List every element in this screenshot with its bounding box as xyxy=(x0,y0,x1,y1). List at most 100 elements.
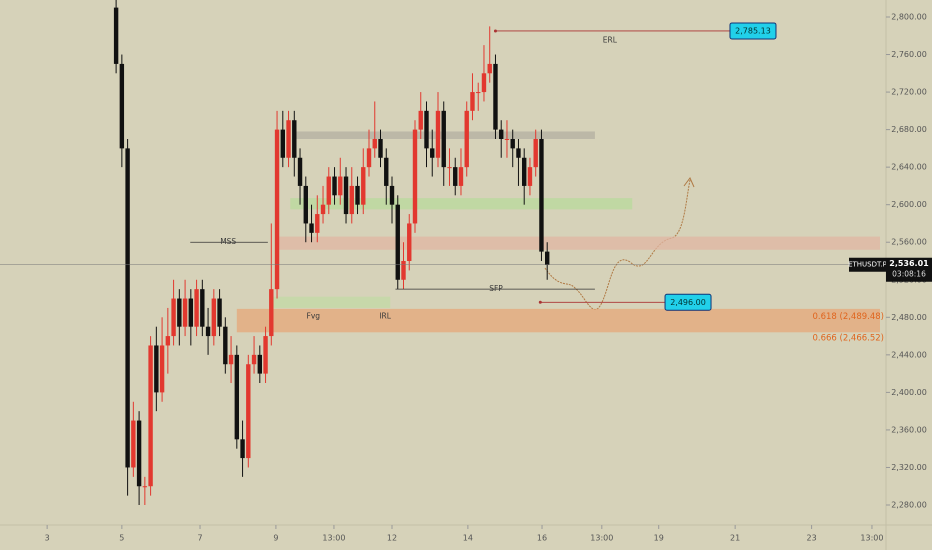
zone xyxy=(290,198,633,210)
x-tick-label: 3 xyxy=(45,534,50,543)
candle-body xyxy=(355,185,360,205)
candle-body xyxy=(136,420,142,487)
candle-body xyxy=(527,167,533,186)
candle-body xyxy=(297,157,303,186)
candle-body xyxy=(263,336,268,374)
candle-body xyxy=(343,176,349,215)
annotation: Fvg xyxy=(307,311,321,320)
countdown-label: 03:08:16 xyxy=(892,270,926,279)
candle-body xyxy=(361,167,366,205)
x-tick-label: 5 xyxy=(119,534,124,543)
candle-body xyxy=(251,354,257,365)
y-tick-label: 2,760.00 xyxy=(891,50,927,59)
candle-body xyxy=(481,73,487,93)
fib-label: 0.666 (2,466.52) xyxy=(812,333,884,343)
y-tick-label: 2,280.00 xyxy=(891,501,927,510)
y-tick-label: 2,680.00 xyxy=(891,125,927,134)
candle-body xyxy=(470,92,475,111)
price-box xyxy=(729,22,777,40)
y-tick-label: 2,440.00 xyxy=(891,350,927,359)
candle-body xyxy=(533,138,538,168)
candle-body xyxy=(211,298,217,337)
candle-body xyxy=(182,298,188,327)
candle-body xyxy=(349,185,354,215)
y-tick-label: 2,480.00 xyxy=(891,313,927,322)
y-tick-label: 2,360.00 xyxy=(891,425,927,434)
candle-body xyxy=(274,129,280,290)
last-price-box xyxy=(886,257,932,282)
y-tick-label: 2,800.00 xyxy=(891,12,927,21)
candle-body xyxy=(493,63,498,130)
candle-body xyxy=(280,129,285,158)
candle-body xyxy=(320,204,326,215)
candle-body xyxy=(332,176,337,196)
candle-body xyxy=(286,120,291,158)
candle-body xyxy=(504,138,510,140)
candle-body xyxy=(522,157,527,186)
y-tick-label: 2,640.00 xyxy=(891,163,927,172)
candle-body xyxy=(544,251,550,265)
x-tick-label: 7 xyxy=(197,534,202,543)
candle-body xyxy=(315,214,320,233)
candle-body xyxy=(171,298,176,337)
y-tick-label: 2,720.00 xyxy=(891,88,927,97)
candle-body xyxy=(217,298,222,327)
candle-body xyxy=(499,129,504,139)
candle-body xyxy=(384,157,389,186)
y-tick-label: 2,600.00 xyxy=(891,200,927,209)
candle-body xyxy=(113,7,119,64)
candle-body xyxy=(119,63,125,149)
level-anchor xyxy=(538,300,542,304)
zone xyxy=(277,236,880,250)
candle-body xyxy=(246,364,251,459)
candle-body xyxy=(326,176,331,205)
symbol-label: ETHUSDT.P xyxy=(848,261,887,269)
candle-body xyxy=(366,148,372,168)
x-tick-label: 14 xyxy=(463,534,473,543)
candle-body xyxy=(401,260,406,280)
candle-body xyxy=(125,148,130,468)
candle-body xyxy=(200,289,205,327)
candle-body xyxy=(407,223,412,261)
candle-body xyxy=(303,185,308,224)
candle-body xyxy=(205,326,211,337)
x-tick-label: 21 xyxy=(730,534,740,543)
candle-body xyxy=(309,223,314,233)
candle-body xyxy=(430,148,435,158)
candle-body xyxy=(435,110,441,158)
candle-body xyxy=(516,148,521,158)
x-tick-label: 23 xyxy=(807,534,817,543)
candle-body xyxy=(188,298,194,327)
x-tick-label: 13:00 xyxy=(860,534,883,543)
price-box-label: 2,496.00 xyxy=(670,298,706,307)
x-tick-label: 13:00 xyxy=(590,534,613,543)
candle-body xyxy=(447,167,452,169)
candle-body xyxy=(338,176,343,196)
candle-body xyxy=(257,354,263,374)
candle-body xyxy=(458,167,464,186)
candle-body xyxy=(177,298,182,327)
candle-body xyxy=(223,326,228,365)
x-tick-label: 13:00 xyxy=(322,534,345,543)
candle-body xyxy=(539,138,544,252)
candle-body xyxy=(395,204,400,280)
y-tick-label: 2,320.00 xyxy=(891,463,927,472)
candle-body xyxy=(154,345,159,393)
candle-body xyxy=(464,110,469,168)
annotation: IRL xyxy=(379,311,391,320)
candle-body xyxy=(165,336,171,346)
x-tick-label: 12 xyxy=(387,534,397,543)
candle-body xyxy=(292,120,297,158)
zone xyxy=(236,308,880,333)
price-box-label: 2,785.13 xyxy=(735,26,771,35)
x-tick-label: 16 xyxy=(537,534,547,543)
zone xyxy=(270,296,391,308)
candle-body xyxy=(159,345,165,393)
candle-body xyxy=(269,289,274,337)
projection-arrow xyxy=(683,177,695,188)
annotation: ERL xyxy=(603,35,618,44)
candle-body xyxy=(389,185,395,205)
candle-body xyxy=(441,110,446,168)
